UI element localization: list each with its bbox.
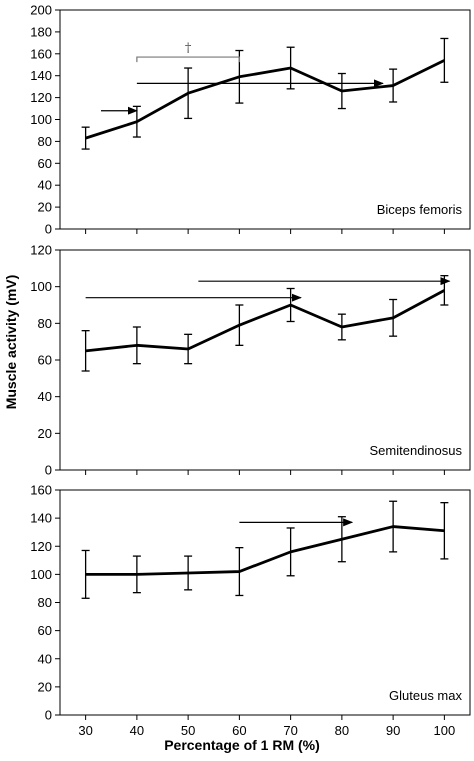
y-tick-label: 120 — [30, 90, 52, 105]
series-line — [85, 289, 446, 353]
y-tick-label: 100 — [30, 567, 52, 582]
y-tick-label: 0 — [45, 463, 52, 478]
y-tick-label: 100 — [30, 279, 52, 294]
panel-frame — [59, 249, 471, 471]
series-line — [85, 59, 445, 140]
panel-1: 0 20 40 60 80 100 120 140 160 180 200 † Biceps femor… — [30, 3, 471, 237]
series-line — [85, 525, 445, 576]
x-tick-label: 60 — [232, 723, 246, 738]
panel-frame — [59, 489, 471, 716]
significance-dagger: † — [185, 41, 192, 56]
x-axis-label: Percentage of 1 RM (%) — [164, 737, 320, 753]
y-tick-label: 100 — [30, 112, 52, 127]
y-tick-label: 140 — [30, 511, 52, 526]
y-tick-label: 0 — [45, 708, 52, 723]
y-tick-label: 200 — [30, 3, 52, 18]
y-tick-label: 40 — [38, 389, 52, 404]
significance-bracket — [136, 56, 240, 63]
y-tick-label: 80 — [38, 134, 52, 149]
panel-2: 0 20 40 60 80 100 120 Semitendinosus — [30, 243, 471, 478]
panel-3: 0 20 40 60 80 100 120 140 160 Gluteus max — [30, 483, 471, 723]
y-tick-label: 60 — [38, 156, 52, 171]
y-axis-label: Muscle activity (mV) — [3, 275, 19, 410]
panel-label: Gluteus max — [389, 688, 462, 703]
y-tick-label: 120 — [30, 243, 52, 258]
y-tick-label: 140 — [30, 68, 52, 83]
x-tick-label: 40 — [130, 723, 144, 738]
x-tick-label: 50 — [181, 723, 195, 738]
y-tick-label: 80 — [38, 595, 52, 610]
y-tick-label: 180 — [30, 24, 52, 39]
panel-label: Biceps femoris — [377, 202, 463, 217]
y-tick-label: 80 — [38, 316, 52, 331]
y-tick-label: 20 — [38, 426, 52, 441]
y-tick-label: 160 — [30, 483, 52, 498]
y-tick-label: 0 — [45, 222, 52, 237]
x-tick-label: 80 — [335, 723, 349, 738]
y-tick-label: 120 — [30, 539, 52, 554]
y-tick-label: 40 — [38, 651, 52, 666]
x-tick-label: 100 — [434, 723, 456, 738]
y-tick-label: 40 — [38, 178, 52, 193]
x-tick-label: 90 — [386, 723, 400, 738]
y-tick-label: 160 — [30, 46, 52, 61]
panel-frame — [59, 9, 471, 230]
y-tick-label: 60 — [38, 353, 52, 368]
x-tick-label: 70 — [283, 723, 297, 738]
y-tick-label: 20 — [38, 679, 52, 694]
y-tick-label: 60 — [38, 623, 52, 638]
y-tick-label: 20 — [38, 200, 52, 215]
x-tick-label: 30 — [78, 723, 92, 738]
panel-label: Semitendinosus — [370, 443, 463, 458]
